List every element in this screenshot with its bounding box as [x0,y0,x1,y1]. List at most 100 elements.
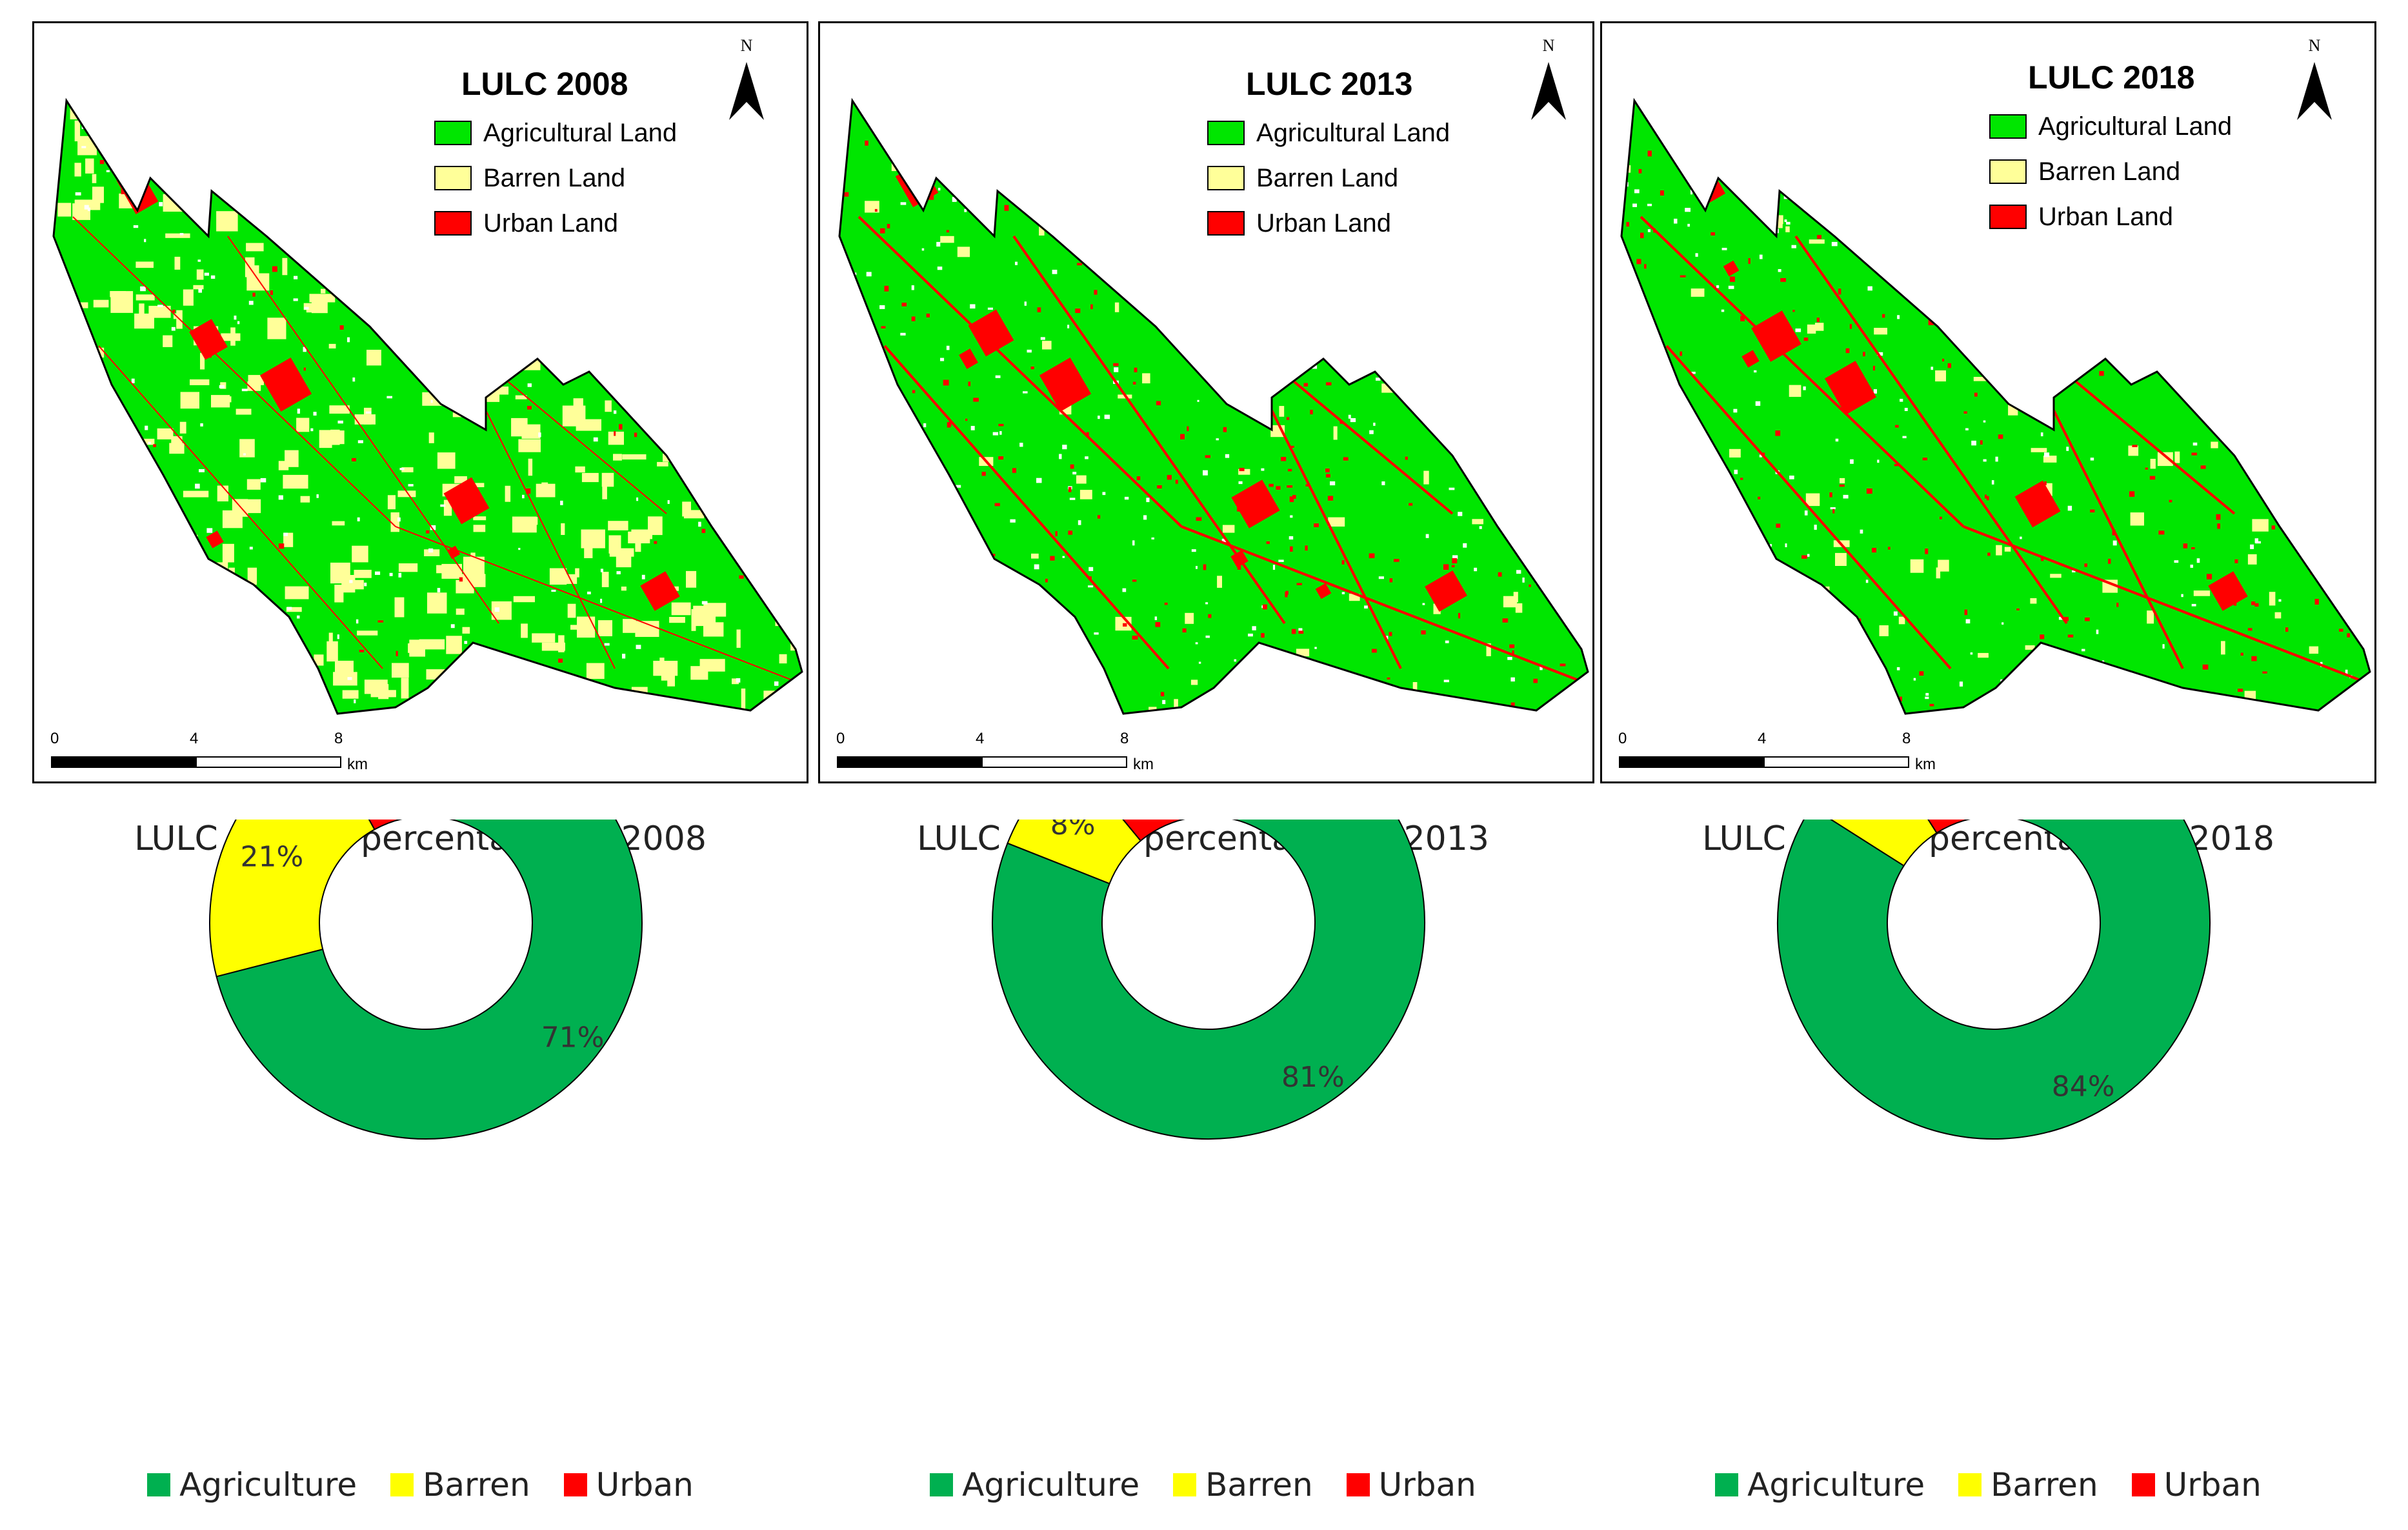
barren-land-patch [2065,284,2071,294]
urban-land-speck [1527,477,1530,483]
barren-land-patch [312,192,336,197]
urban-land-speck [1300,351,1307,354]
barren-land-patch [352,545,368,563]
urban-land-speck [2169,499,2172,503]
speckle [1341,592,1345,594]
speckle [1805,592,1808,594]
speckle [1896,667,1900,670]
barren-land-patch [97,426,108,446]
urban-land-speck [1560,571,1564,575]
barren-land-patch [373,132,392,146]
urban-land-speck [2084,563,2087,567]
urban-land-speck [901,303,907,307]
speckle [1391,698,1396,703]
speckle [1088,585,1094,588]
urban-land-speck [945,106,949,112]
speckle [234,316,237,320]
speckle [354,699,356,703]
barren-land-patch [246,243,264,252]
barren-land-patch [57,203,72,217]
barren-land-patch [630,379,651,402]
barren-land-patch [135,692,155,700]
speckle [1348,414,1351,419]
scale-tick-label: 0 [1618,730,1627,747]
chart-legend-label: Agriculture [962,1466,1140,1504]
speckle [347,337,350,343]
legend-item: Barren Land [1989,149,2232,194]
barren-land-patch [685,121,704,130]
barren-land-patch [236,408,252,415]
urban-land-speck [1696,552,1700,558]
barren-land-patch [534,692,557,714]
speckle [1745,194,1751,197]
speckle [856,335,859,340]
urban-land-speck [895,512,898,516]
barren-land-patch [2030,598,2037,604]
barren-land-patch [366,710,392,714]
barren-land-patch [173,178,180,190]
speckle [293,298,298,301]
speckle [1865,579,1869,583]
barren-land-patch [653,661,678,676]
urban-land-speck [2358,373,2362,379]
urban-land-speck [1661,401,1668,405]
urban-land-speck [940,583,944,588]
speckle [1289,536,1294,540]
scale-tick-label: 8 [1902,730,1911,747]
speckle [1982,335,1985,339]
urban-land-speck [884,285,889,292]
road-line [2052,410,2184,669]
speckle [337,634,339,639]
urban-land-speck [352,458,356,461]
barren-land-patch [366,296,379,308]
speckle [2172,383,2178,385]
barren-land-patch [783,516,802,530]
scale-bar-graphic [1619,756,1909,768]
urban-land-speck [2132,445,2138,447]
speckle [2301,228,2306,231]
barren-land-patch [1449,268,1457,279]
barren-land-patch [776,208,795,221]
barren-land-patch [329,405,350,414]
speckle [2278,599,2282,602]
urban-land-speck [1510,702,1515,707]
speckle [2273,354,2280,359]
speckle [111,452,117,456]
speckle [117,463,123,467]
urban-land-speck [1385,288,1389,292]
urban-land-speck [1155,622,1161,627]
barren-land-patch [841,601,858,612]
speckle [1628,613,1634,616]
barren-land-patch [110,291,126,297]
barren-land-patch [2223,299,2228,314]
urban-land-speck [1964,609,1967,616]
urban-land-speck [1226,541,1230,545]
urban-land-speck [1680,275,1686,277]
barren-land-patch [85,655,94,669]
barren-land-patch [166,533,190,548]
speckle [999,431,1002,435]
speckle [1373,423,1376,426]
barren-land-patch [419,282,425,298]
legend-label: Barren Land [2038,157,2181,186]
speckle [2265,192,2272,197]
speckle [59,559,66,562]
barren-land-patch [159,629,183,640]
speckle [542,685,547,689]
urban-land-speck [2247,461,2251,465]
urban-land-speck [1985,494,1987,499]
scale-tick-label: 4 [1758,730,1767,747]
speckle [1754,370,1757,373]
speckle [2064,277,2069,280]
speckle [1205,635,1210,638]
urban-land-speck [907,680,912,683]
urban-land-speck [2240,430,2246,434]
speckle [94,431,99,434]
barren-land-patch [1978,652,1989,658]
speckle [119,456,123,458]
speckle [310,428,314,432]
barren-land-patch [1472,519,1483,525]
barren-land-patch [709,145,725,165]
barren-land-patch [139,303,145,317]
barren-land-patch [1572,407,1580,419]
